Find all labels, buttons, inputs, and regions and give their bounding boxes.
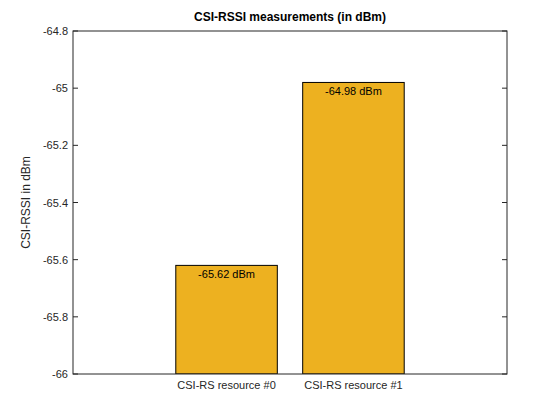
y-tick-label: -66 bbox=[52, 368, 68, 380]
y-tick-label: -65.4 bbox=[43, 197, 68, 209]
y-tick bbox=[73, 31, 78, 32]
plot-area bbox=[73, 31, 507, 374]
y-axis-label: CSI-RSSI in dBm bbox=[19, 156, 33, 249]
y-tick-label: -65.6 bbox=[43, 254, 68, 266]
title: CSI-RSSI measurements (in dBm) bbox=[194, 10, 386, 24]
y-tick-label: -65.8 bbox=[43, 311, 68, 323]
y-tick bbox=[73, 145, 78, 146]
chart-svg: -66 -65.8 -65.6 -65.4 -65.2 -65 -64.8 CSI-RS re… bbox=[0, 0, 560, 420]
y-tick-right bbox=[502, 316, 507, 317]
data-label: -65.62 dBm bbox=[198, 268, 255, 280]
y-tick-right bbox=[502, 145, 507, 146]
y-tick-label: -65.2 bbox=[43, 139, 68, 151]
y-tick bbox=[73, 202, 78, 203]
chart-container: -66 -65.8 -65.6 -65.4 -65.2 -65 -64.8 CSI-RS re… bbox=[0, 0, 560, 420]
y-tick bbox=[73, 88, 78, 89]
y-tick bbox=[73, 316, 78, 317]
bars bbox=[176, 82, 404, 374]
y-tick-right bbox=[502, 202, 507, 203]
y-tick-label: -64.8 bbox=[43, 25, 68, 37]
y-tick-right bbox=[502, 374, 507, 375]
y-tick-right bbox=[502, 31, 507, 32]
bar bbox=[176, 265, 278, 374]
y-tick bbox=[73, 259, 78, 260]
y-tick-right bbox=[502, 88, 507, 89]
data-label: -64.98 dBm bbox=[325, 85, 382, 97]
x-tick-label: CSI-RS resource #0 bbox=[177, 379, 275, 391]
axes-frame bbox=[73, 31, 507, 374]
y-tick-label: -65 bbox=[52, 82, 68, 94]
x-tick-label: CSI-RS resource #1 bbox=[304, 379, 402, 391]
bar bbox=[303, 82, 405, 374]
y-tick-right bbox=[502, 259, 507, 260]
y-tick bbox=[73, 374, 78, 375]
